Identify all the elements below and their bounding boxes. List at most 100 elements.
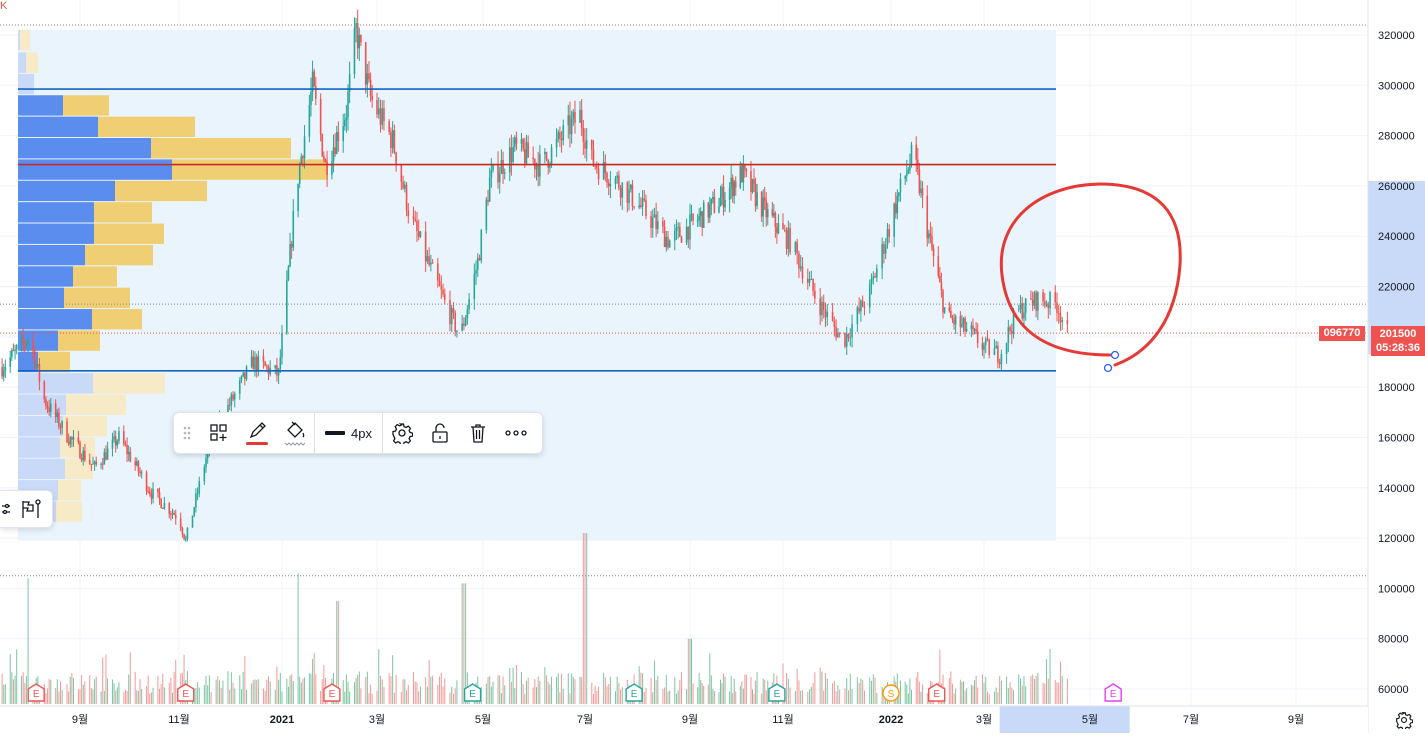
x-tick-label: 9월 (1288, 713, 1304, 726)
candle (464, 318, 467, 326)
fill-icon[interactable] (276, 413, 314, 453)
pencil-icon[interactable] (238, 413, 276, 453)
candle (244, 372, 246, 379)
object-toolbar (0, 490, 53, 528)
event-marker[interactable]: E (625, 683, 643, 702)
candle (400, 165, 403, 182)
candle (976, 331, 979, 344)
candle (203, 467, 206, 482)
candle (302, 156, 304, 159)
event-badge (882, 684, 900, 702)
candle (607, 182, 610, 187)
candle (404, 184, 406, 189)
y-tick-label: 120000 (1378, 533, 1415, 545)
candle (137, 461, 140, 472)
candle (995, 345, 997, 349)
candle (77, 437, 80, 443)
candle (298, 164, 301, 184)
event-marker[interactable]: E (768, 683, 786, 702)
candle (412, 216, 415, 219)
candle (508, 147, 511, 173)
event-marker[interactable]: E (928, 683, 946, 702)
event-badge (27, 683, 45, 702)
candle (126, 445, 128, 455)
gear-icon[interactable] (383, 413, 421, 453)
candle (95, 461, 98, 465)
last-price-tag: 201500 05:28:36 (1371, 326, 1425, 356)
candle (1000, 354, 1003, 365)
candle (335, 131, 338, 154)
event-marker[interactable]: E (27, 683, 45, 702)
vp-row-down (26, 52, 38, 73)
line-width-selector[interactable]: 4px (315, 413, 382, 453)
profile-range-box (18, 29, 1056, 541)
candle (904, 175, 906, 179)
candle (1066, 320, 1069, 325)
trash-icon[interactable] (459, 413, 497, 453)
candle (527, 142, 529, 158)
candle (148, 491, 151, 494)
candle (940, 281, 943, 291)
candle (544, 151, 546, 155)
candle (950, 311, 952, 318)
candle (383, 108, 385, 122)
flag-icon[interactable] (14, 489, 48, 529)
candle (582, 127, 585, 142)
drag-handle-icon[interactable] (174, 413, 200, 453)
candle (824, 309, 827, 318)
candle (32, 340, 34, 350)
annotation-handle[interactable] (1110, 350, 1120, 360)
candle (685, 226, 688, 243)
candle (348, 73, 351, 92)
event-badge (463, 683, 482, 702)
chart-settings-icon[interactable] (1392, 709, 1416, 731)
event-label: E (933, 689, 940, 700)
candle (205, 458, 207, 468)
event-label: S (888, 689, 895, 700)
candle (321, 134, 324, 157)
candle (604, 162, 607, 174)
candle (308, 105, 311, 137)
candle (502, 160, 504, 174)
event-marker[interactable]: E (177, 683, 195, 702)
candle (402, 181, 404, 189)
candle (713, 196, 716, 213)
unlock-icon[interactable] (421, 413, 459, 453)
candle (114, 436, 117, 446)
candle (1017, 309, 1020, 311)
candle (532, 157, 534, 160)
candle (870, 279, 873, 284)
event-marker[interactable]: E (323, 683, 341, 702)
candle (485, 199, 488, 231)
candle (594, 165, 596, 167)
candle (975, 329, 977, 332)
candle (1047, 304, 1050, 309)
more-icon[interactable] (497, 413, 535, 453)
candle (808, 279, 811, 283)
x-tick-label: 2022 (879, 714, 903, 726)
templates-icon[interactable] (200, 413, 238, 453)
candle (103, 452, 106, 465)
event-marker[interactable]: E (1104, 683, 1122, 702)
candle (730, 177, 732, 188)
settings-sliders-icon[interactable] (0, 489, 14, 529)
candle (326, 162, 328, 176)
candle (100, 463, 102, 465)
candle (245, 366, 248, 379)
candle (1059, 313, 1062, 323)
y-tick-label: 60000 (1378, 684, 1409, 696)
candle (939, 275, 941, 282)
candle (628, 189, 630, 203)
event-marker[interactable]: E (463, 683, 482, 702)
annotation-handle[interactable] (1103, 363, 1113, 373)
candle (376, 100, 378, 115)
candle (1049, 292, 1051, 309)
symbol-tag: 096770 (1319, 326, 1365, 341)
candle (545, 151, 548, 160)
event-marker[interactable]: S (882, 684, 900, 702)
candle (343, 119, 346, 127)
candle (332, 147, 335, 162)
annotation-brush[interactable] (999, 182, 1182, 367)
